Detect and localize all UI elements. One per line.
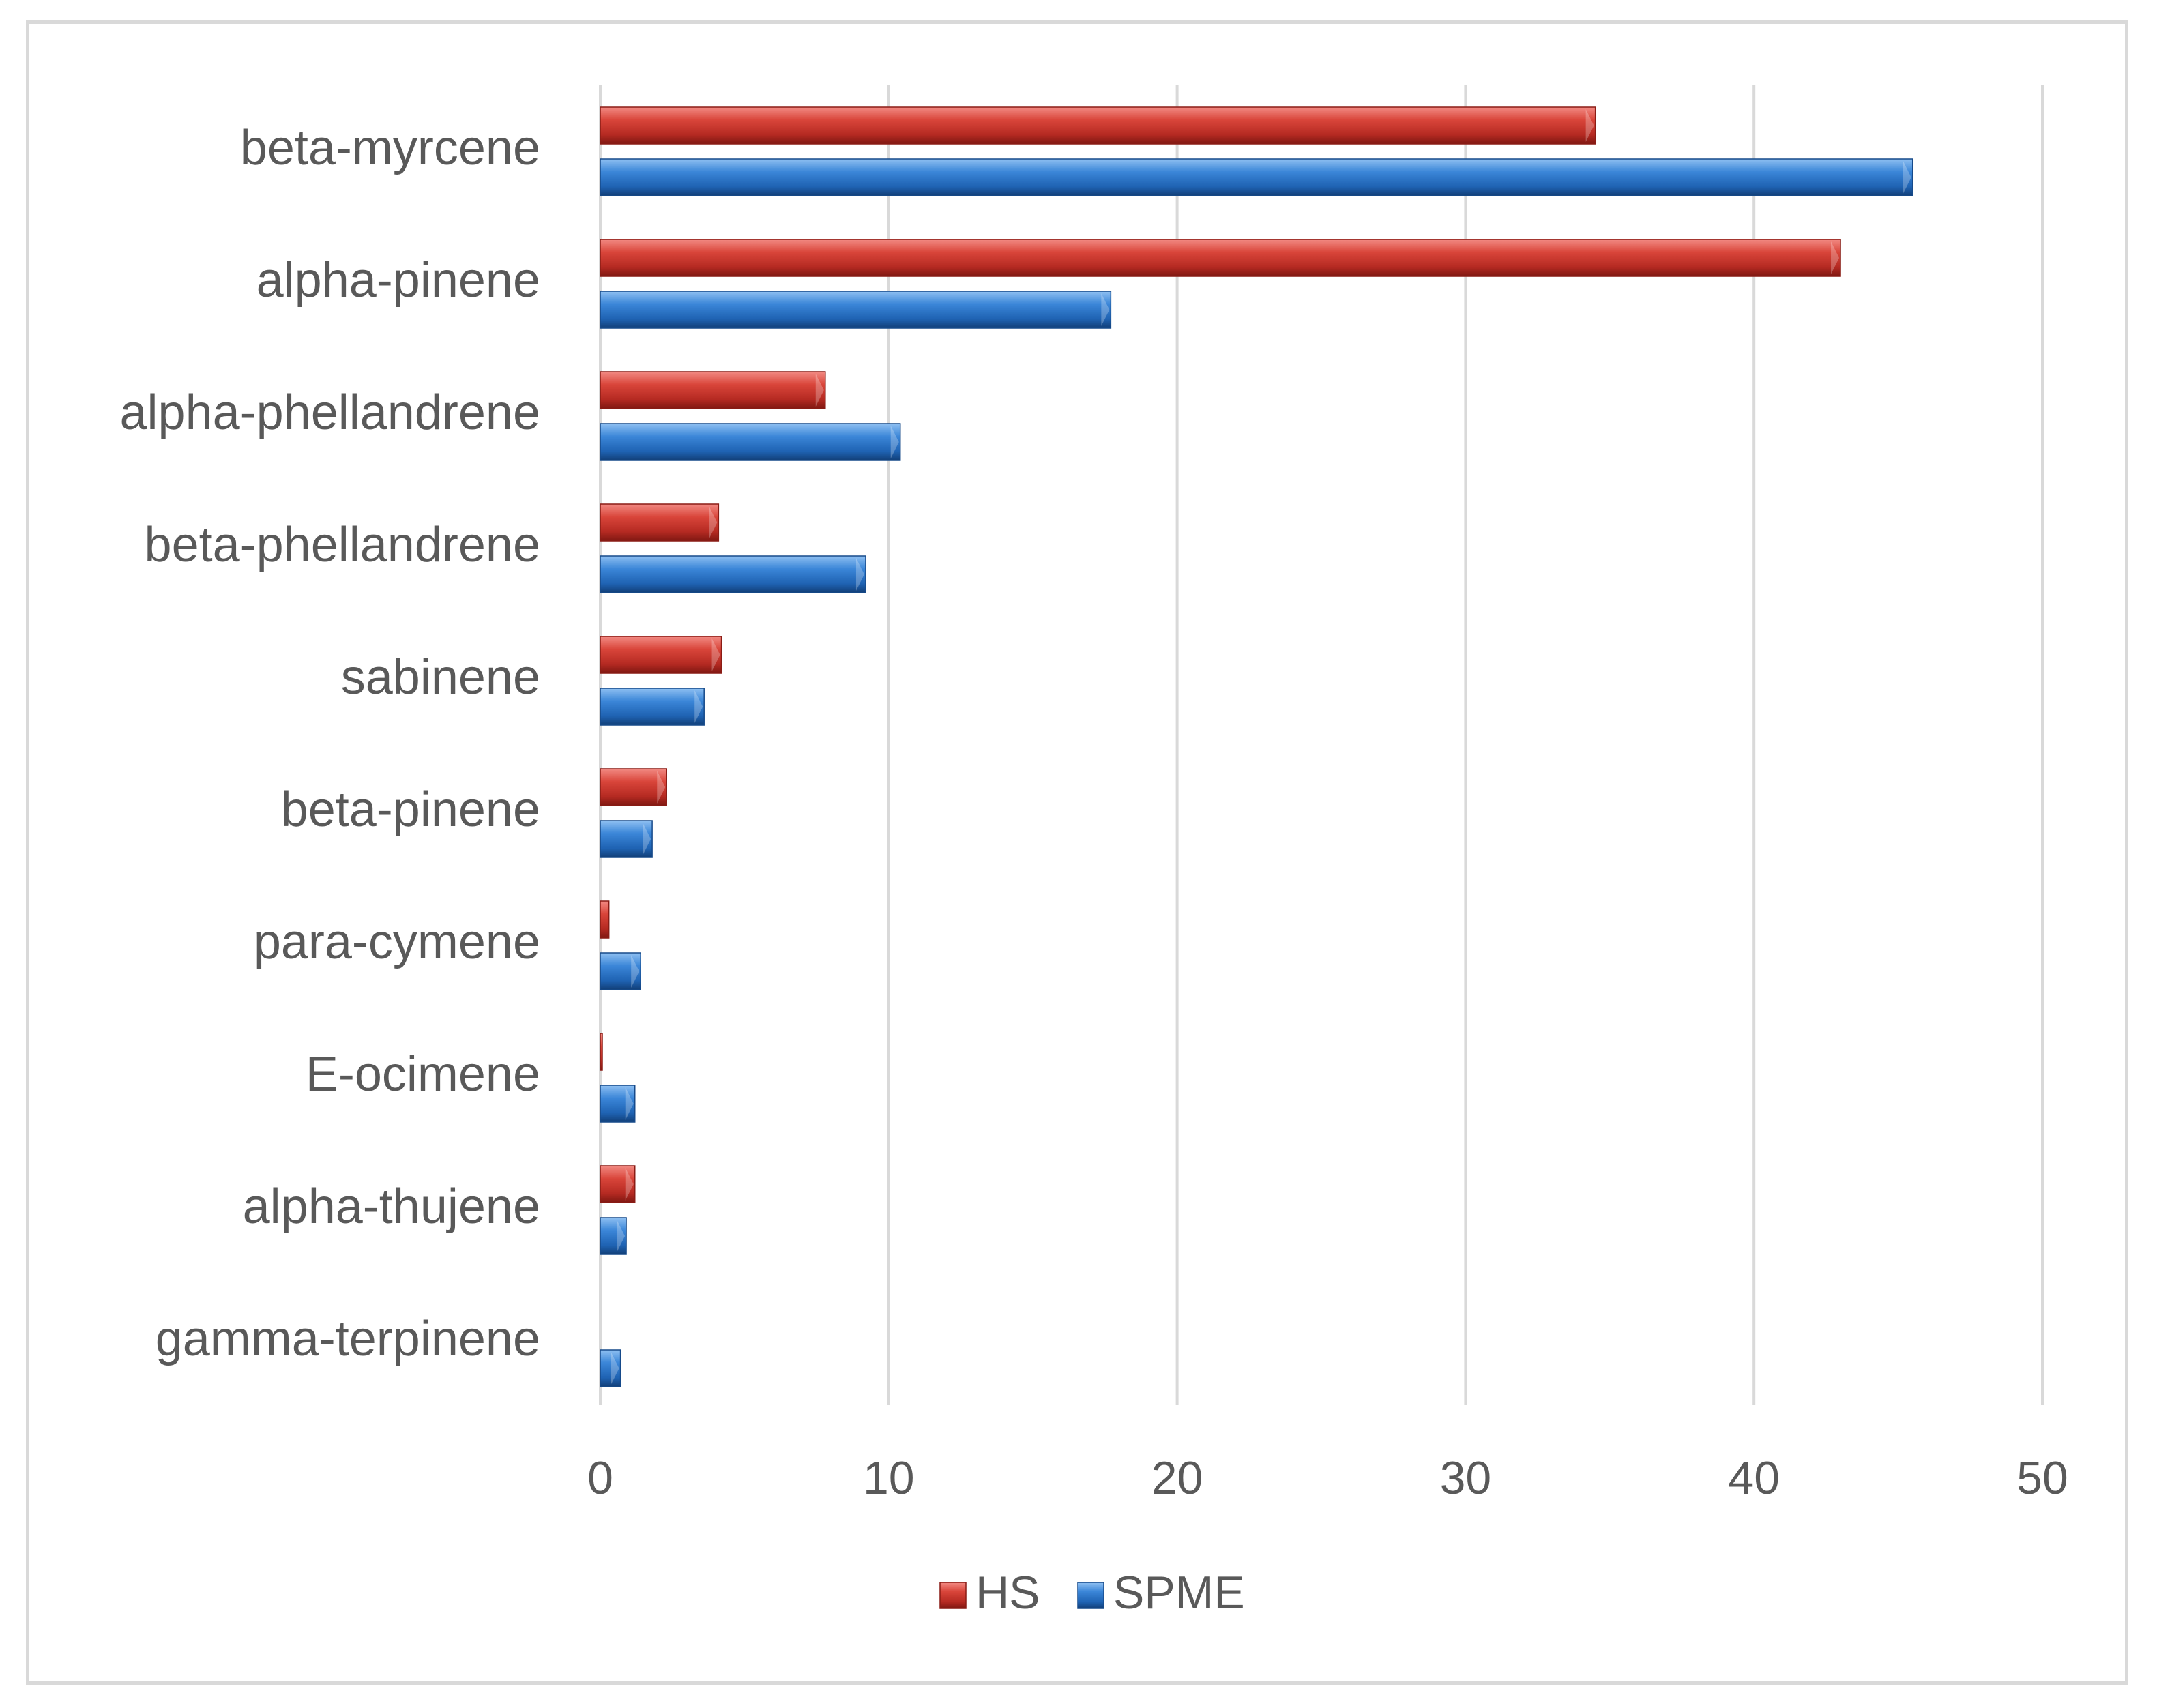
bar-body <box>600 371 826 409</box>
bar-bevel <box>643 823 651 855</box>
bar-body <box>600 1165 636 1203</box>
bar-bevel <box>625 1168 634 1201</box>
bar-bevel <box>890 426 899 458</box>
category-label: para-cymene <box>254 915 540 969</box>
legend-swatch <box>1077 1582 1104 1609</box>
bar-hs-sabinene <box>600 636 722 674</box>
bar-hs-alpha-pinene <box>600 239 1841 277</box>
bar-body <box>600 952 641 990</box>
bar-body <box>600 239 1841 277</box>
bar-spme-beta-phellandrene <box>600 555 866 593</box>
category-label: alpha-thujene <box>243 1179 540 1234</box>
bars <box>600 106 1913 1387</box>
bar-spme-alpha-phellandrene <box>600 423 901 461</box>
bar-bevel <box>617 1220 626 1252</box>
category-label: E-ocimene <box>306 1047 540 1102</box>
x-tick-label: 30 <box>1440 1452 1492 1504</box>
bar-hs-beta-myrcene <box>600 106 1596 145</box>
bar-spme-beta-myrcene <box>600 158 1913 196</box>
bar-body <box>600 106 1596 145</box>
bar-bevel <box>709 506 718 539</box>
bar-bevel <box>855 558 864 591</box>
bar-hs-alpha-phellandrene <box>600 371 826 409</box>
bar-body <box>600 555 866 593</box>
bar-body <box>600 636 722 674</box>
x-tick-label: 40 <box>1728 1452 1780 1504</box>
x-tick-label: 50 <box>2016 1452 2068 1504</box>
bar-body <box>600 503 720 542</box>
x-tick-label: 0 <box>587 1452 613 1504</box>
category-label: beta-myrcene <box>240 121 540 175</box>
category-label: sabinene <box>341 650 540 705</box>
bar-spme-beta-pinene <box>600 820 653 858</box>
bar-bevel <box>611 1352 619 1385</box>
bar-body <box>600 820 653 858</box>
bar-spme-para-cymene <box>600 952 641 990</box>
bar-hs-beta-pinene <box>600 768 667 806</box>
bar-bevel <box>1831 241 1840 274</box>
bar-body <box>600 1217 627 1255</box>
bar-body <box>600 768 667 806</box>
bar-spme-gamma-terpinene <box>600 1349 621 1387</box>
bar-body <box>600 423 901 461</box>
legend-label: HS <box>975 1567 1040 1619</box>
bar-body <box>600 1085 636 1123</box>
bar-hs-beta-phellandrene <box>600 503 720 542</box>
category-label: alpha-pinene <box>256 253 540 308</box>
category-label: beta-pinene <box>281 782 540 837</box>
category-labels: beta-myrcene alpha-pinene alpha-phellandre… <box>120 121 541 1366</box>
bar-spme-sabinene <box>600 688 705 726</box>
category-label: alpha-phellandrene <box>120 385 541 440</box>
bar-spme-alpha-pinene <box>600 291 1112 329</box>
legend: HS SPME <box>939 1567 1245 1619</box>
bar-bevel <box>631 955 640 988</box>
bar-bevel <box>815 374 824 407</box>
legend-item-spme: SPME <box>1077 1567 1245 1619</box>
bar-body <box>600 1349 621 1387</box>
legend-item-hs: HS <box>939 1567 1040 1619</box>
legend-label: SPME <box>1113 1567 1245 1619</box>
bar-hs-alpha-thujene <box>600 1165 636 1203</box>
bar-bevel <box>694 690 703 723</box>
bar-bevel <box>711 638 720 671</box>
bar-body <box>600 158 1913 196</box>
bar-body <box>600 291 1112 329</box>
bar-hs-para-cymene <box>600 900 610 939</box>
bar-bevel <box>1903 161 1911 194</box>
bar-bevel <box>1585 109 1594 142</box>
bar-bevel <box>657 771 666 804</box>
x-tick-label: 20 <box>1151 1452 1203 1504</box>
bar-body <box>600 688 705 726</box>
x-tick-label: 10 <box>863 1452 915 1504</box>
category-label: gamma-terpinene <box>156 1312 540 1366</box>
bar-bevel <box>625 1087 634 1120</box>
bar-spme-E-ocimene <box>600 1085 636 1123</box>
bar-hs-E-ocimene <box>600 1033 603 1071</box>
bar-body <box>600 1033 603 1071</box>
category-label: beta-phellandrene <box>145 518 540 572</box>
bar-body <box>600 900 610 939</box>
bar-bevel <box>1101 293 1110 326</box>
x-tick-labels: 0 10 20 30 40 50 <box>587 1452 2068 1504</box>
bar-spme-alpha-thujene <box>600 1217 627 1255</box>
gridlines <box>599 85 2044 1405</box>
legend-swatch <box>939 1582 967 1609</box>
